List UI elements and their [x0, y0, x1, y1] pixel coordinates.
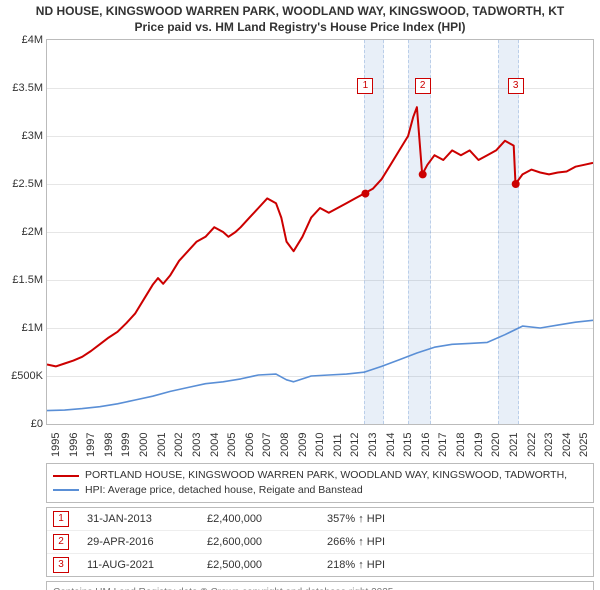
y-tick-label: £3.5M: [12, 82, 47, 94]
marker-box: 2: [415, 78, 431, 94]
x-tick-label: 2012: [349, 433, 361, 457]
sale-row: 1 31-JAN-2013£2,400,000357% ↑ HPI: [47, 508, 593, 530]
legend-swatch-hpi: [53, 489, 79, 491]
y-tick-label: £1.5M: [12, 274, 47, 286]
y-tick-label: £4M: [22, 34, 47, 46]
x-tick-label: 2002: [173, 433, 185, 457]
y-tick-label: £3M: [22, 130, 47, 142]
sale-price: £2,400,000: [207, 513, 327, 525]
x-tick-label: 2019: [473, 433, 485, 457]
x-tick-label: 2013: [367, 433, 379, 457]
y-tick-label: £0: [31, 418, 47, 430]
x-tick-label: 1999: [120, 433, 132, 457]
series-price_paid: [47, 107, 593, 366]
sale-row: 2 29-APR-2016£2,600,000266% ↑ HPI: [47, 530, 593, 553]
chart-title: ND HOUSE, KINGSWOOD WARREN PARK, WOODLAN…: [0, 0, 600, 35]
title-line1: ND HOUSE, KINGSWOOD WARREN PARK, WOODLAN…: [0, 4, 600, 20]
y-tick-label: £1M: [22, 322, 47, 334]
legend-label: HPI: Average price, detached house, Reig…: [85, 483, 363, 498]
x-tick-label: 2000: [138, 433, 150, 457]
chart-plot-area: £0£500K£1M£1.5M£2M£2.5M£3M£3.5M£4M123: [46, 39, 594, 425]
y-tick-label: £500K: [11, 370, 47, 382]
x-tick-label: 2007: [261, 433, 273, 457]
sale-hpi: 357% ↑ HPI: [327, 513, 587, 525]
marker-box: 1: [357, 78, 373, 94]
sale-point: [419, 171, 427, 179]
x-tick-label: 1998: [103, 433, 115, 457]
x-tick-label: 2009: [297, 433, 309, 457]
x-tick-label: 1995: [50, 433, 62, 457]
x-tick-label: 2011: [332, 434, 344, 458]
x-tick-label: 2024: [561, 433, 573, 457]
sale-hpi: 266% ↑ HPI: [327, 536, 587, 548]
x-tick-label: 2025: [578, 433, 590, 457]
x-tick-label: 2018: [455, 433, 467, 457]
x-tick-label: 1997: [85, 433, 97, 457]
attribution-box: Contains HM Land Registry data © Crown c…: [46, 581, 594, 590]
legend-label: PORTLAND HOUSE, KINGSWOOD WARREN PARK, W…: [85, 468, 567, 483]
x-tick-label: 2010: [314, 433, 326, 457]
x-tick-label: 2016: [420, 433, 432, 457]
x-tick-label: 2020: [490, 433, 502, 457]
sale-point: [512, 180, 520, 188]
sale-date: 11-AUG-2021: [87, 559, 207, 571]
series-hpi: [47, 320, 593, 410]
sale-marker: 1: [53, 511, 69, 527]
x-tick-label: 2014: [385, 433, 397, 457]
x-axis-labels: 1995 1996 1997 1998 1999 2000 2001 2002 2003 2004…: [46, 425, 594, 459]
x-tick-label: 2006: [244, 433, 256, 457]
sale-marker: 3: [53, 557, 69, 573]
sale-price: £2,500,000: [207, 559, 327, 571]
y-tick-label: £2M: [22, 226, 47, 238]
sale-date: 29-APR-2016: [87, 536, 207, 548]
legend-item: HPI: Average price, detached house, Reig…: [53, 483, 587, 498]
x-tick-label: 2015: [402, 433, 414, 457]
attribution-line: Contains HM Land Registry data © Crown c…: [53, 586, 587, 590]
x-tick-label: 1996: [68, 433, 80, 457]
x-tick-label: 2022: [526, 433, 538, 457]
title-line2: Price paid vs. HM Land Registry's House …: [0, 20, 600, 36]
x-tick-label: 2003: [191, 433, 203, 457]
y-tick-label: £2.5M: [12, 178, 47, 190]
x-tick-label: 2001: [156, 433, 168, 457]
x-tick-label: 2017: [437, 433, 449, 457]
x-tick-label: 2004: [209, 433, 221, 457]
x-tick-label: 2023: [543, 433, 555, 457]
x-tick-label: 2021: [508, 433, 520, 457]
sales-table: 1 31-JAN-2013£2,400,000357% ↑ HPI 2 29-APR-…: [46, 507, 594, 577]
sale-point: [361, 190, 369, 198]
legend-swatch-price: [53, 475, 79, 477]
x-tick-label: 2008: [279, 433, 291, 457]
sale-date: 31-JAN-2013: [87, 513, 207, 525]
legend-box: PORTLAND HOUSE, KINGSWOOD WARREN PARK, W…: [46, 463, 594, 502]
sale-price: £2,600,000: [207, 536, 327, 548]
sale-hpi: 218% ↑ HPI: [327, 559, 587, 571]
marker-box: 3: [508, 78, 524, 94]
sale-marker: 2: [53, 534, 69, 550]
x-tick-label: 2005: [226, 433, 238, 457]
sale-row: 3 11-AUG-2021£2,500,000218% ↑ HPI: [47, 553, 593, 576]
legend-item: PORTLAND HOUSE, KINGSWOOD WARREN PARK, W…: [53, 468, 587, 483]
